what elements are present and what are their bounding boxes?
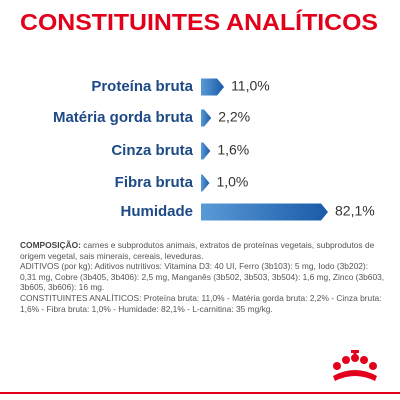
additives: ADITIVOS (por kg): Aditivos nutritivos: … bbox=[20, 261, 385, 293]
analytical: CONSTITUINTES ANALÍTICOS: Proteína bruta… bbox=[20, 292, 382, 314]
composition-label: COMPOSIÇÃO: bbox=[20, 240, 81, 250]
category-label: Proteína bruta bbox=[91, 78, 193, 95]
bar bbox=[201, 203, 328, 221]
composition-text: carnes e subprodutos animais, extratos d… bbox=[20, 240, 375, 261]
value-label: 82,1% bbox=[335, 203, 375, 219]
category-label: Humidade bbox=[120, 203, 193, 220]
value-label: 2,2% bbox=[218, 109, 250, 125]
category-label: Matéria gorda bruta bbox=[53, 109, 194, 126]
value-label: 1,6% bbox=[217, 142, 249, 158]
bar bbox=[201, 174, 210, 192]
value-label: 1,0% bbox=[216, 174, 248, 190]
notes: COMPOSIÇÃO: carnes e subprodutos animais… bbox=[20, 240, 386, 314]
category-label: Cinza bruta bbox=[111, 142, 193, 159]
chart-title: CONSTITUINTES ANALÍTICOS bbox=[20, 8, 378, 35]
bar bbox=[201, 142, 211, 160]
bar bbox=[201, 109, 212, 127]
bar bbox=[201, 78, 225, 96]
category-label: Fibra bruta bbox=[115, 174, 194, 191]
composition: COMPOSIÇÃO: carnes e subprodutos animais… bbox=[20, 240, 386, 261]
value-label: 11,0% bbox=[231, 78, 270, 94]
logo bbox=[333, 350, 377, 381]
